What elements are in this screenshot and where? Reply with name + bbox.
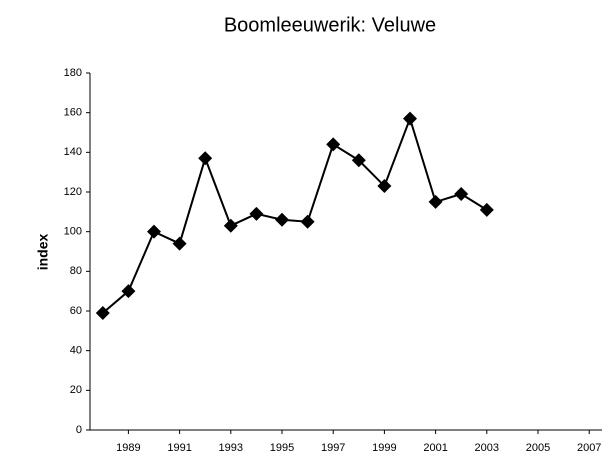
y-tick-label: 60 xyxy=(70,305,82,317)
y-tick-label: 100 xyxy=(64,226,82,238)
point-marker xyxy=(198,151,213,166)
y-tick-label: 40 xyxy=(70,345,82,357)
y-tick-label: 80 xyxy=(70,265,82,277)
y-axis-label: index xyxy=(35,234,51,271)
y-tick-label: 180 xyxy=(64,67,82,79)
x-tick-label: 2005 xyxy=(526,442,550,454)
y-tick-label: 20 xyxy=(70,384,82,396)
y-tick-label: 0 xyxy=(76,424,82,436)
y-tick-label: 160 xyxy=(64,107,82,119)
x-tick-label: 1995 xyxy=(270,442,294,454)
x-tick-label: 1989 xyxy=(116,442,140,454)
point-marker xyxy=(275,212,289,227)
point-marker xyxy=(147,224,161,239)
x-tick-label: 2001 xyxy=(423,442,447,454)
y-tick-label: 140 xyxy=(64,146,82,158)
point-marker xyxy=(479,202,494,217)
point-marker xyxy=(428,194,443,209)
x-tick-label: 2003 xyxy=(475,442,499,454)
point-marker xyxy=(172,236,187,251)
x-tick-label: 1991 xyxy=(167,442,191,454)
x-tick-label: 2007 xyxy=(577,442,601,454)
point-marker xyxy=(351,153,366,168)
point-marker xyxy=(454,186,469,201)
x-tick-label: 1997 xyxy=(321,442,345,454)
point-marker xyxy=(377,179,392,194)
chart-title: Boomleeuwerik: Veluwe xyxy=(224,14,436,36)
point-marker xyxy=(403,111,417,126)
point-marker xyxy=(95,305,110,320)
point-marker xyxy=(326,137,341,152)
series-line xyxy=(102,115,488,314)
x-tick-label: 1993 xyxy=(219,442,243,454)
point-marker xyxy=(249,206,264,221)
x-tick-label: 1999 xyxy=(372,442,396,454)
y-tick-label: 120 xyxy=(64,186,82,198)
point-marker xyxy=(300,214,315,229)
point-marker xyxy=(121,284,136,299)
point-marker xyxy=(223,218,238,233)
